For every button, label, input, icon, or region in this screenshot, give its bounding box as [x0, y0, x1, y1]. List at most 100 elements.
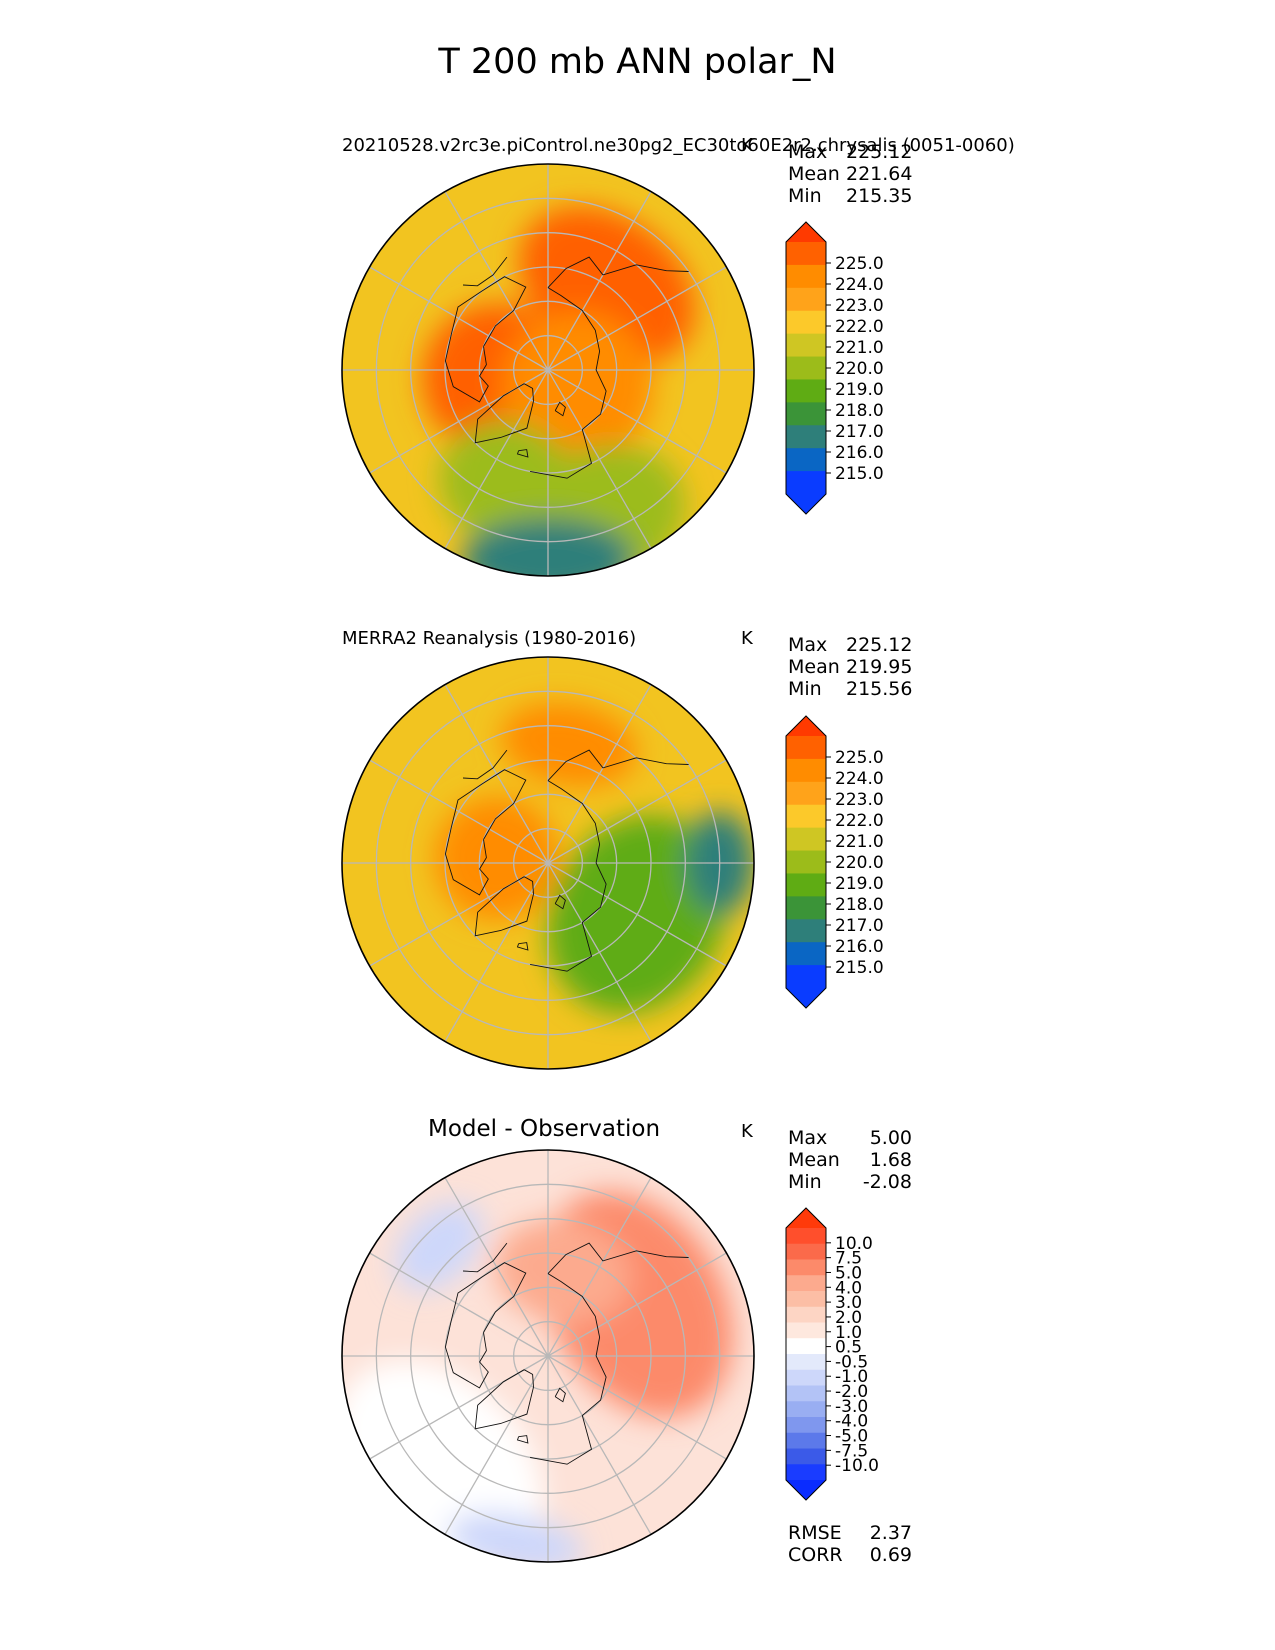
colorbar-tick-label: 1.0: [835, 1323, 862, 1343]
meridian-line: [369, 1252, 549, 1357]
coastline: [530, 1273, 607, 1465]
colorbar-segment: [786, 1228, 826, 1245]
meridian-line: [547, 1177, 652, 1357]
colorbar-segment: [786, 1243, 826, 1260]
colorbar-tick-label: 225.0: [835, 748, 884, 768]
meridian-line: [547, 684, 652, 864]
colorbar-segment: [786, 310, 826, 335]
panel-2-title: MERRA2 Reanalysis (1980-2016): [342, 628, 637, 649]
panel-2-colorbar: 225.0224.0223.0222.0221.0220.0219.0218.0…: [785, 715, 884, 1009]
coastline: [462, 1242, 508, 1273]
colorbar-tick-label: 215.0: [835, 958, 884, 978]
colorbar-segment: [786, 425, 826, 449]
field-region: [500, 702, 637, 787]
colorbar-segment: [786, 1322, 826, 1339]
colorbar-segment: [786, 781, 826, 806]
colorbar-tick-label: 221.0: [835, 832, 884, 852]
coastline: [474, 1369, 534, 1430]
graticule: [342, 1150, 754, 1562]
colorbar-segment: [786, 1275, 826, 1292]
colorbar-tick-label: 221.0: [835, 338, 884, 358]
colorbar-segment: [786, 736, 826, 760]
coastline: [554, 894, 566, 910]
stat-max: Max 225.12: [788, 141, 913, 163]
colorbar-segment: [786, 379, 826, 403]
coastline: [516, 449, 529, 458]
colorbar-segment: [786, 919, 826, 943]
colorbar-tick-label: -3.0: [835, 1397, 868, 1417]
colorbar-segment: [786, 333, 826, 358]
panel-3-map: [341, 1149, 755, 1563]
panel-3-title: Model - Observation: [428, 1116, 661, 1142]
colorbar-segment: [786, 1464, 826, 1481]
colorbar-tick-label: 10.0: [835, 1234, 873, 1254]
colorbar-tick-label: -4.0: [835, 1412, 868, 1432]
colorbar-tick-label: 225.0: [835, 254, 884, 274]
colorbar-tick-label: 224.0: [835, 275, 884, 295]
coastline: [554, 1387, 566, 1403]
colorbar-segment: [786, 873, 826, 897]
colorbar-segment: [786, 264, 826, 289]
meridian-line: [369, 266, 549, 371]
colorbar-segment: [786, 965, 826, 989]
meridian-line: [444, 862, 549, 1042]
panel-1-units: K: [741, 135, 753, 156]
colorbar-outline: [785, 715, 827, 1009]
colorbar-tick-label: 222.0: [835, 811, 884, 831]
colorbar-tick-label: 223.0: [835, 790, 884, 810]
graticule: [342, 164, 754, 576]
colorbar-segment: [786, 827, 826, 852]
colorbar-tick-label: -5.0: [835, 1427, 868, 1447]
metric-rmse: RMSE 2.37: [788, 1522, 912, 1544]
colorbar-tick-label: 220.0: [835, 359, 884, 379]
panel-1-title: 20210528.v2rc3e.piControl.ne30pg2_EC30to…: [342, 135, 1015, 156]
colorbar-tick-label: 218.0: [835, 401, 884, 421]
meridian-line: [547, 369, 652, 549]
metric-corr: CORR 0.69: [788, 1544, 912, 1566]
colorbar-tick-label: -1.0: [835, 1367, 868, 1387]
colorbar-tick-label: 217.0: [835, 916, 884, 936]
meridian-line: [547, 1355, 727, 1460]
colorbar-tick-label: 0.5: [835, 1338, 862, 1358]
colorbar-tick-label: -7.5: [835, 1441, 868, 1461]
colorbar-extend-min: [786, 1480, 826, 1500]
colorbar-segment: [786, 1432, 826, 1449]
colorbar-extend-max: [786, 1208, 826, 1228]
coastline: [530, 287, 607, 479]
colorbar-segment: [786, 356, 826, 380]
colorbar-segment: [786, 804, 826, 829]
map-boundary: [341, 1149, 755, 1563]
meridian-line: [369, 759, 549, 864]
panel-1-colorbar: 225.0224.0223.0222.0221.0220.0219.0218.0…: [785, 221, 884, 515]
colorbar-tick-label: 217.0: [835, 422, 884, 442]
meridian-line: [444, 369, 549, 549]
colorbar-segment: [786, 1401, 826, 1418]
meridian-line: [547, 191, 652, 371]
colorbar-tick-label: 4.0: [835, 1278, 862, 1298]
colorbar-extend-max: [786, 716, 826, 736]
stat-min: Min 215.35: [788, 185, 913, 207]
stat-max: Max 5.00: [788, 1127, 912, 1149]
colorbar-tick-label: 216.0: [835, 937, 884, 957]
coastline: [444, 276, 527, 403]
colorbar-segment: [786, 758, 826, 783]
coastlines: [444, 1242, 689, 1465]
field-region: [494, 1219, 632, 1324]
meridian-line: [547, 862, 727, 967]
panel-3-units: K: [741, 1121, 753, 1142]
coastline: [516, 1435, 529, 1444]
colorbar-segment: [786, 1338, 826, 1355]
panel-3-metrics: RMSE 2.37 CORR 0.69: [788, 1522, 912, 1566]
meridian-line: [547, 759, 727, 864]
colorbar-segment: [786, 1259, 826, 1276]
colorbar-segment: [786, 1354, 826, 1371]
map-boundary: [341, 656, 755, 1070]
colorbar-segment: [786, 1291, 826, 1308]
coastline: [462, 749, 508, 780]
colorbar-segment: [786, 850, 826, 874]
colorbar-tick-label: 223.0: [835, 296, 884, 316]
colorbar-segment: [786, 1448, 826, 1465]
colorbar-tick-label: 3.0: [835, 1293, 862, 1313]
colorbar-segment: [786, 287, 826, 312]
colorbar-tick-label: 215.0: [835, 464, 884, 484]
